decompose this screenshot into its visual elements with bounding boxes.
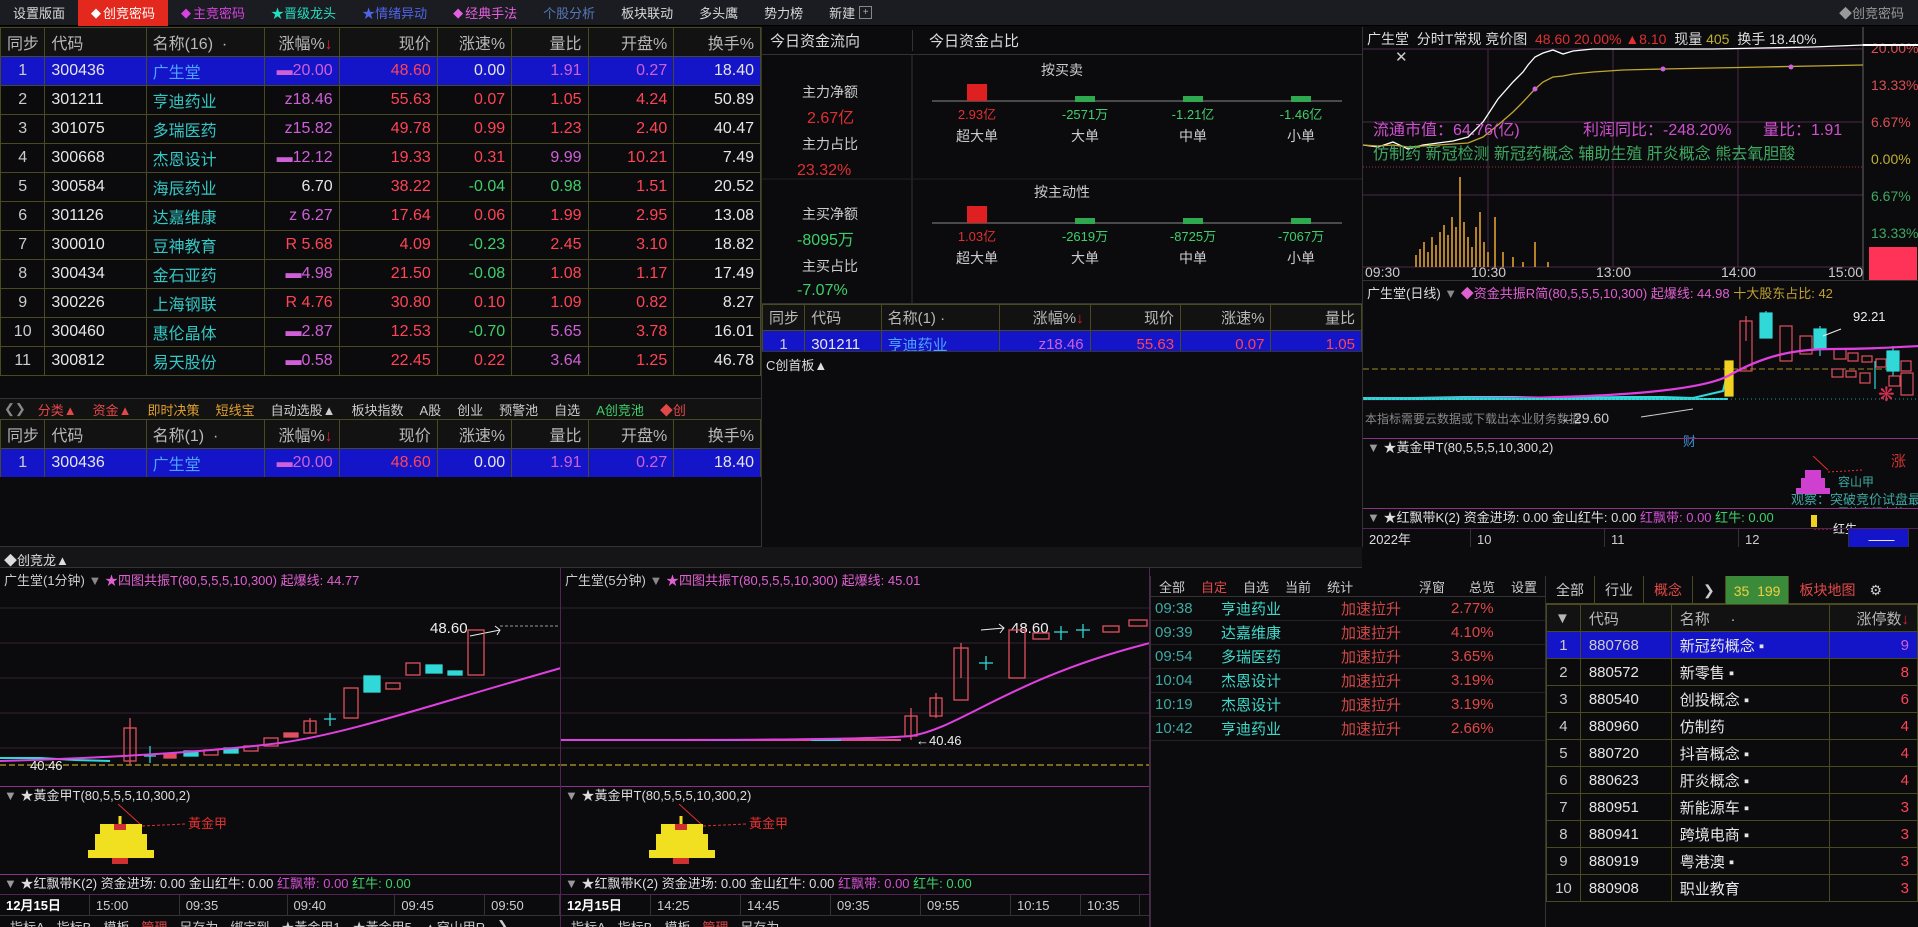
svg-text:量比：1.91: 量比：1.91 — [1763, 121, 1842, 139]
svg-text:流通市值：64.76(亿): 流通市值：64.76(亿) — [1373, 121, 1520, 139]
svg-text:主买净额: 主买净额 — [802, 206, 858, 222]
svg-text:观察：突破竞价试盘最高价: 观察：突破竞价试盘最高价 — [1791, 492, 1918, 507]
svg-text:48.60: 48.60 — [1011, 620, 1049, 637]
svg-text:主力占比: 主力占比 — [802, 136, 858, 152]
svg-text:23.32%: 23.32% — [797, 162, 851, 179]
svg-text:1.03亿: 1.03亿 — [958, 229, 996, 244]
svg-text:13:00: 13:00 — [1596, 264, 1631, 280]
svg-text:本指标需要云数据或下载出本业财务数据: 本指标需要云数据或下载出本业财务数据 — [1365, 411, 1581, 426]
svg-text:6.67%: 6.67% — [1871, 114, 1911, 130]
svg-text:92.21: 92.21 — [1853, 309, 1886, 324]
svg-text:利润同比：-248.20%: 利润同比：-248.20% — [1583, 121, 1732, 139]
svg-text:2.67亿: 2.67亿 — [807, 109, 854, 127]
svg-text:20.00%: 20.00% — [1871, 40, 1918, 56]
svg-text:超大单: 超大单 — [956, 250, 998, 266]
svg-text:按买卖: 按买卖 — [1041, 62, 1083, 78]
svg-text:按主动性: 按主动性 — [1034, 184, 1090, 200]
svg-text:←29.60: ←29.60 — [1560, 410, 1609, 426]
svg-text:-7.07%: -7.07% — [797, 282, 848, 299]
svg-text:❋: ❋ — [1878, 384, 1895, 406]
svg-text:仿制药 新冠检测 新冠药概念 辅助生殖 肝炎概念 熊去氧胆酸: 仿制药 新冠检测 新冠药概念 辅助生殖 肝炎概念 熊去氧胆酸 — [1373, 144, 1795, 163]
svg-text:✕: ✕ — [1395, 49, 1408, 66]
svg-text:13.33%: 13.33% — [1871, 77, 1918, 93]
svg-text:小单: 小单 — [1287, 128, 1315, 144]
svg-text:中单: 中单 — [1179, 128, 1207, 144]
svg-text:大单: 大单 — [1071, 250, 1099, 266]
svg-text:10:30: 10:30 — [1471, 264, 1506, 280]
svg-text:←40.46: ←40.46 — [916, 733, 962, 748]
svg-text:主力净额: 主力净额 — [802, 84, 858, 100]
svg-text:中单: 中单 — [1179, 250, 1207, 266]
svg-text:黃金甲: 黃金甲 — [188, 816, 227, 831]
svg-text:大单: 大单 — [1071, 128, 1099, 144]
svg-text:48.60: 48.60 — [430, 620, 468, 637]
svg-text:-1.21亿: -1.21亿 — [1172, 107, 1215, 122]
svg-text:6.67%: 6.67% — [1871, 188, 1911, 204]
svg-text:黃金甲: 黃金甲 — [749, 816, 788, 831]
svg-text:0.00%: 0.00% — [1871, 151, 1911, 167]
svg-text:09:30: 09:30 — [1365, 264, 1400, 280]
svg-text:14:00: 14:00 — [1721, 264, 1756, 280]
svg-text:13.33%: 13.33% — [1871, 225, 1918, 241]
svg-text:-8095万: -8095万 — [797, 232, 854, 249]
svg-text:15:00: 15:00 — [1828, 264, 1863, 280]
svg-text:2.93亿: 2.93亿 — [958, 107, 996, 122]
svg-text:-2619万: -2619万 — [1062, 229, 1108, 244]
svg-text:-2571万: -2571万 — [1062, 107, 1108, 122]
svg-text:小单: 小单 — [1287, 250, 1315, 266]
svg-text:主买占比: 主买占比 — [802, 258, 858, 274]
svg-text:容山甲: 容山甲 — [1838, 474, 1874, 489]
svg-text:-8725万: -8725万 — [1170, 229, 1216, 244]
svg-text:-1.46亿: -1.46亿 — [1280, 107, 1323, 122]
svg-text:超大单: 超大单 — [956, 128, 998, 144]
svg-text:-7067万: -7067万 — [1278, 229, 1324, 244]
